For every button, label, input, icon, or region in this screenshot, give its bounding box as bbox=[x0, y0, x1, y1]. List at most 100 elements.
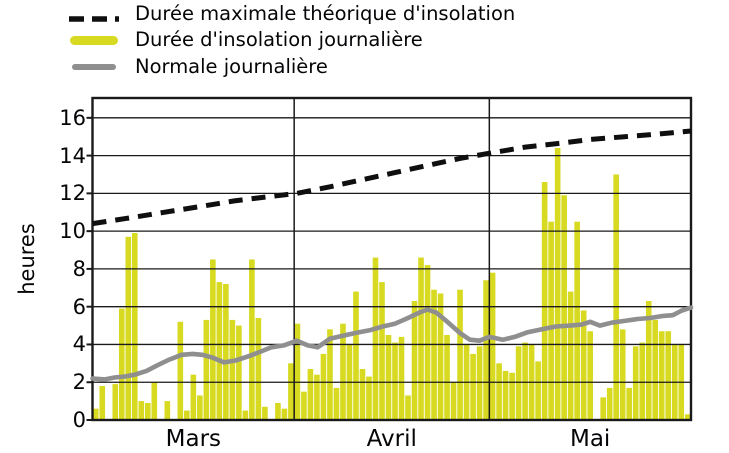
bar bbox=[483, 280, 489, 420]
bar bbox=[255, 318, 262, 420]
bar bbox=[288, 363, 294, 420]
bar bbox=[236, 325, 242, 420]
bar bbox=[385, 335, 392, 420]
legend-label-max: Durée maximale théorique d'insolation bbox=[135, 2, 516, 25]
bar bbox=[450, 382, 457, 420]
bar bbox=[658, 331, 665, 420]
bar-swatch-icon bbox=[66, 35, 122, 45]
bar bbox=[619, 329, 626, 420]
bar bbox=[281, 408, 288, 420]
bar bbox=[613, 174, 619, 420]
bar bbox=[665, 331, 672, 420]
bar bbox=[476, 346, 483, 420]
line-swatch-icon bbox=[66, 64, 122, 70]
y-tick-label-10: 10 bbox=[59, 219, 86, 244]
bar bbox=[164, 401, 171, 420]
bar bbox=[405, 395, 411, 420]
bar bbox=[307, 369, 314, 420]
bar bbox=[515, 346, 522, 420]
bar bbox=[229, 319, 236, 420]
bar bbox=[424, 265, 431, 420]
bar bbox=[431, 289, 437, 420]
bar bbox=[197, 395, 203, 420]
bar bbox=[203, 319, 210, 420]
month-label-mai: Mai bbox=[569, 426, 611, 452]
bar bbox=[392, 342, 398, 420]
bar bbox=[333, 387, 340, 420]
bar bbox=[574, 221, 580, 420]
bar bbox=[561, 195, 567, 420]
bar bbox=[301, 391, 307, 420]
y-tick-label-2: 2 bbox=[72, 370, 86, 395]
bar bbox=[379, 282, 385, 420]
bar bbox=[470, 353, 476, 420]
bar bbox=[262, 406, 268, 420]
y-tick-label-4: 4 bbox=[72, 332, 86, 357]
bar bbox=[216, 282, 223, 420]
bar bbox=[652, 319, 659, 420]
bar bbox=[548, 221, 554, 420]
y-tick-label-16: 16 bbox=[59, 105, 86, 130]
bar bbox=[587, 331, 593, 420]
month-label-avril: Avril bbox=[366, 426, 417, 452]
y-tick-label-6: 6 bbox=[72, 294, 86, 319]
bar bbox=[535, 361, 541, 420]
y-tick-label-0: 0 bbox=[72, 408, 86, 432]
bar bbox=[580, 310, 587, 420]
bar bbox=[398, 336, 405, 420]
legend-label-normale: Normale journalière bbox=[135, 55, 328, 78]
bar bbox=[509, 372, 515, 420]
bar bbox=[210, 259, 216, 420]
bar bbox=[359, 369, 366, 420]
normale-line bbox=[90, 305, 694, 382]
bar bbox=[131, 233, 138, 420]
bar bbox=[489, 272, 496, 420]
bar bbox=[366, 376, 372, 420]
bar bbox=[645, 301, 652, 420]
bar bbox=[340, 323, 346, 420]
bar bbox=[541, 182, 548, 420]
bar bbox=[184, 410, 190, 420]
y-tick-label-12: 12 bbox=[59, 181, 86, 206]
bar bbox=[242, 410, 249, 420]
bar bbox=[190, 374, 197, 420]
bar bbox=[522, 342, 528, 420]
bar bbox=[125, 236, 132, 420]
bar bbox=[112, 384, 119, 420]
dashed-line-swatch-svg bbox=[69, 16, 119, 22]
bar bbox=[275, 403, 281, 420]
bar bbox=[353, 291, 359, 420]
bar bbox=[437, 293, 444, 420]
bar bbox=[457, 289, 463, 420]
bar bbox=[684, 414, 691, 420]
bar bbox=[372, 257, 379, 420]
y-tick-label-14: 14 bbox=[59, 143, 86, 168]
month-label-mars: Mars bbox=[165, 426, 222, 452]
bar bbox=[92, 408, 99, 420]
bar bbox=[223, 284, 229, 420]
bar bbox=[626, 387, 633, 420]
bar bbox=[418, 257, 424, 420]
bar bbox=[320, 353, 327, 420]
bar bbox=[567, 291, 574, 420]
bar bbox=[99, 386, 106, 420]
bar bbox=[118, 308, 125, 420]
y-tick-label-8: 8 bbox=[72, 256, 86, 281]
bar bbox=[151, 382, 158, 420]
bar bbox=[294, 323, 301, 420]
bar bbox=[314, 374, 320, 420]
bar bbox=[144, 403, 151, 420]
dashed-max-line bbox=[92, 128, 692, 227]
legend-label-insolation: Durée d'insolation journalière bbox=[135, 28, 423, 51]
bar bbox=[554, 148, 561, 421]
bar bbox=[138, 401, 145, 420]
bar bbox=[411, 301, 418, 420]
bar bbox=[502, 370, 509, 420]
bar bbox=[249, 259, 255, 420]
bar bbox=[444, 335, 450, 420]
bar bbox=[177, 321, 184, 420]
bar bbox=[600, 397, 606, 420]
bar bbox=[639, 342, 646, 420]
